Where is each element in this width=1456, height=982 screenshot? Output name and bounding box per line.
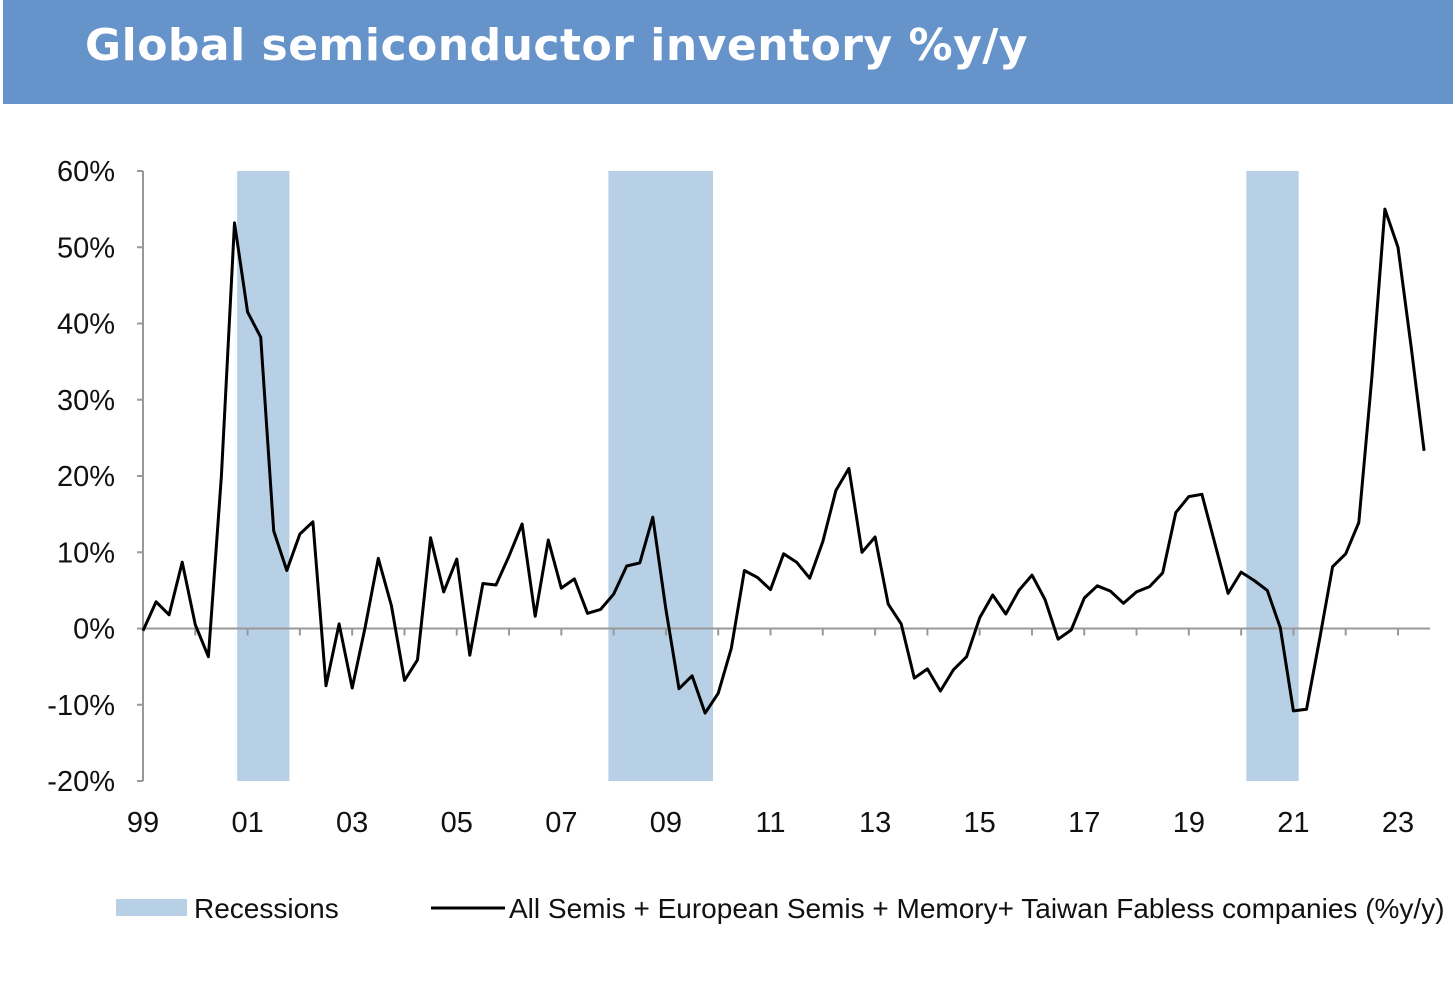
y-tick-label: 30% [57,385,115,417]
recession-band-0 [237,171,290,781]
legend-label-series: All Semis + European Semis + Memory+ Tai… [509,893,1445,924]
x-tick-label: 13 [859,807,891,839]
legend-label-recessions: Recessions [194,893,339,924]
y-tick-label: 40% [57,309,115,341]
y-tick-label: -10% [47,690,115,722]
y-tick-label: 60% [57,156,115,188]
x-tick-label: 15 [964,807,996,839]
x-tick-label: 19 [1173,807,1205,839]
y-tick-label: 10% [57,537,115,569]
legend: Recessions All Semis + European Semis + M… [116,893,1445,924]
chart-title: Global semiconductor inventory %y/y [85,20,1029,71]
x-tick-label: 07 [545,807,577,839]
title-banner: Global semiconductor inventory %y/y [3,0,1453,104]
series-line-0 [141,207,1426,715]
x-tick-label: 05 [441,807,473,839]
x-tick-label: 99 [127,807,159,839]
y-tick-label: 20% [57,461,115,493]
x-tick-label: 03 [336,807,368,839]
recession-band-1 [608,171,713,781]
x-tick-label: 21 [1277,807,1309,839]
tick-labels: 60% 50% 40% 30% 20% 10% 0% -10% -20% 99 01 03 05 07 09… [47,156,1414,839]
x-tick-label: 17 [1068,807,1100,839]
x-tick-label: 23 [1382,807,1414,839]
y-tick-label: -20% [47,766,115,798]
axes [137,170,1430,782]
y-tick-label: 0% [73,614,115,646]
x-tick-label: 09 [650,807,682,839]
legend-swatch-recessions [116,899,187,916]
series-lines [141,207,1426,715]
x-tick-label: 11 [755,807,785,839]
recession-bands [237,171,1299,781]
x-tick-label: 01 [231,807,263,839]
y-tick-label: 50% [57,232,115,264]
